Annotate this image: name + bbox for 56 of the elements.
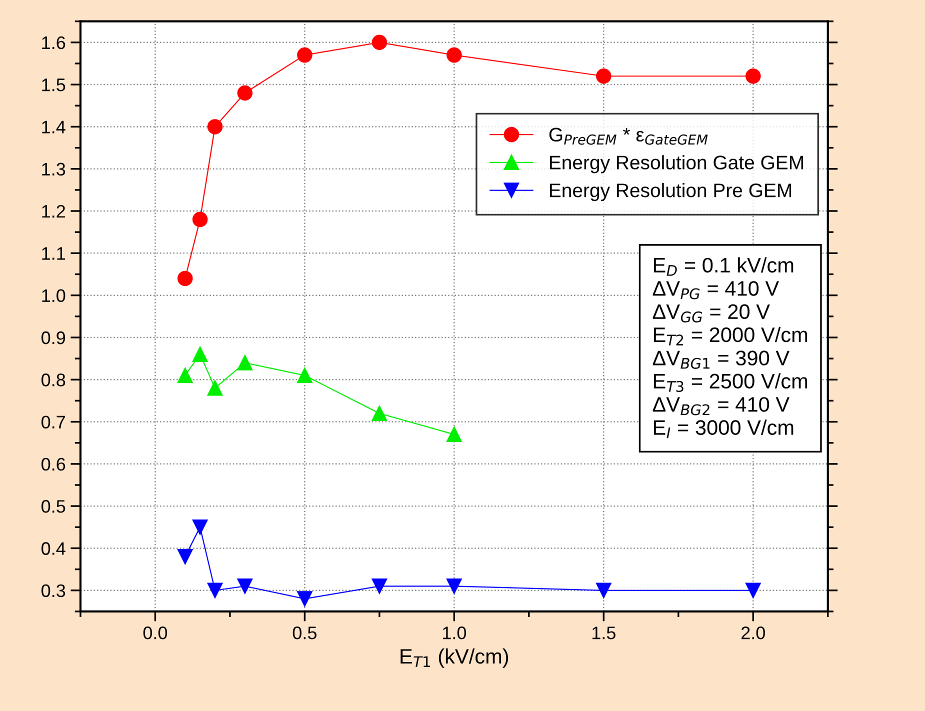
x-tick-label: 0.5 xyxy=(292,626,316,640)
y-tick-label: 0.7 xyxy=(42,416,65,428)
y-tick-label: 0.6 xyxy=(42,458,66,471)
point xyxy=(297,368,312,384)
point xyxy=(177,270,193,286)
y-tick-label: 1.4 xyxy=(42,120,66,134)
point xyxy=(297,47,312,63)
y-tick-label: 1.0 xyxy=(42,289,66,302)
annotation: ΔV$_{GG}$ = 20 V xyxy=(652,304,770,322)
point xyxy=(446,47,462,63)
legend-label: G$_{PreGEM}$ * ε$_{GateGEM}$ xyxy=(549,128,708,145)
point xyxy=(372,34,388,50)
x-axis-title: E$_{T1}$ (kV/cm) xyxy=(400,648,508,668)
annotation: ΔV$_{BG2}$ = 410 V xyxy=(652,397,790,416)
point xyxy=(237,355,253,370)
point xyxy=(372,578,388,594)
point xyxy=(177,549,193,564)
y-tick-label: 1.1 xyxy=(42,247,66,260)
legend-label: Energy Resolution Pre GEM xyxy=(550,182,792,202)
y-tick-label: 1.3 xyxy=(42,162,66,176)
point xyxy=(207,582,223,598)
y-tick-label: 1.5 xyxy=(42,78,66,92)
annotation: ΔV$_{BG1}$ = 390 V xyxy=(652,350,790,369)
y-tick-label: 1.6 xyxy=(42,36,66,50)
x-tick-label: 0.0 xyxy=(143,626,168,640)
y-tick-label: 0.4 xyxy=(42,542,66,555)
point xyxy=(237,85,253,101)
y-tick-label: 0.5 xyxy=(42,500,66,513)
point xyxy=(192,520,208,535)
annotation: ΔV$_{PG}$ = 410 V xyxy=(652,281,780,300)
y-tick-label: 1.2 xyxy=(42,204,65,218)
annotation: E$_{D}$ = 0.1 kV/cm xyxy=(654,257,794,276)
point xyxy=(446,426,462,442)
y-tick-label: 0.3 xyxy=(42,584,66,598)
point xyxy=(192,346,208,362)
point xyxy=(745,68,761,84)
annotation: E$_{I}$ = 3000 V/cm xyxy=(654,420,794,438)
point xyxy=(372,406,388,421)
point xyxy=(446,578,462,594)
annotation: E$_{T2}$ = 2000 V/cm xyxy=(654,326,808,346)
point xyxy=(192,212,208,228)
y-tick-label: 0.9 xyxy=(42,331,66,344)
x-tick-label: 2.0 xyxy=(741,626,765,640)
legend-label: Energy Resolution Gate GEM xyxy=(550,155,803,174)
x-tick-label: 1.0 xyxy=(443,626,466,640)
point xyxy=(297,591,312,606)
point xyxy=(596,582,612,598)
x-tick-label: 1.5 xyxy=(592,626,616,640)
point xyxy=(237,578,253,594)
point xyxy=(745,582,761,598)
point xyxy=(207,380,223,396)
annotation: E$_{T3}$ = 2500 V/cm xyxy=(654,373,808,392)
point xyxy=(177,368,193,384)
y-tick-label: 0.8 xyxy=(42,374,66,386)
point xyxy=(596,68,612,84)
point xyxy=(207,119,223,134)
